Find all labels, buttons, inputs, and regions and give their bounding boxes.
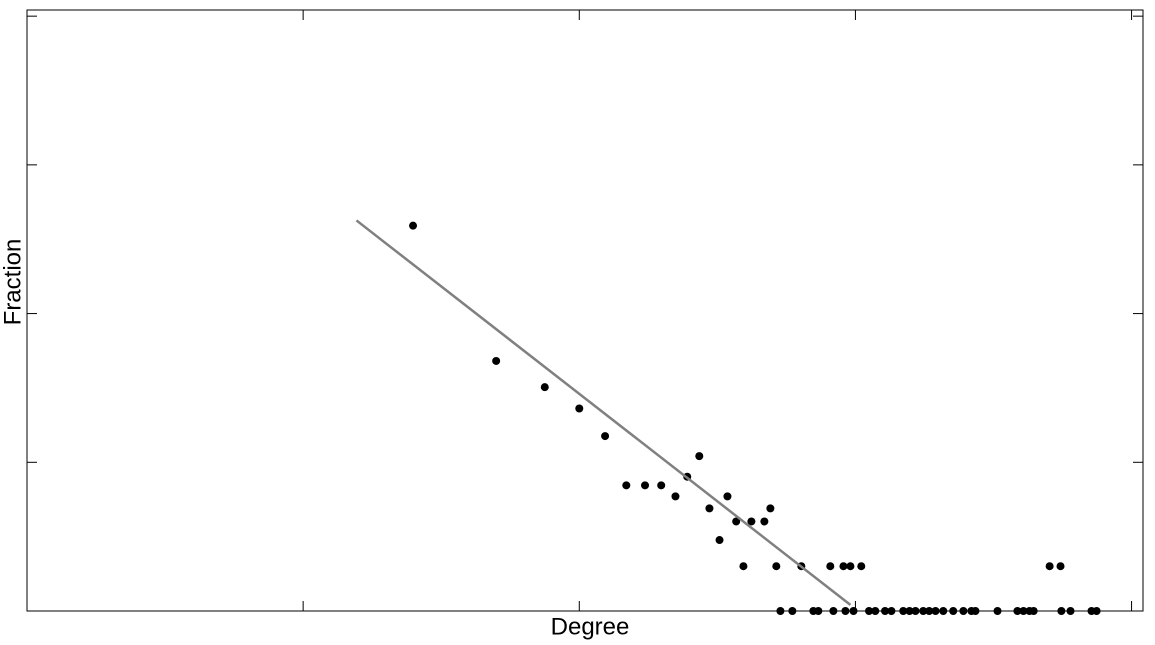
data-point [1057,607,1066,615]
data-point [1056,562,1065,571]
data-point [993,607,1002,615]
data-point [1029,607,1038,615]
data-point [695,452,704,461]
data-point [622,481,631,490]
data-point [776,607,785,615]
y-axis-title: Fraction [0,239,26,326]
data-point [760,517,769,526]
data-point [905,607,914,615]
data-point [899,607,908,615]
data-point [715,536,724,545]
data-point [865,607,874,615]
data-point [959,607,968,615]
data-point [540,383,549,392]
data-point [575,404,584,413]
data-point [925,607,934,615]
data-point [887,607,896,615]
fit-line [355,219,852,606]
data-point [747,517,756,526]
data-point [839,562,848,571]
data-point [766,504,775,513]
data-point [857,562,866,571]
data-point [705,504,714,513]
data-point [971,607,980,615]
data-point [772,562,781,571]
x-axis-title: Degree [551,613,630,640]
data-point [871,607,880,615]
data-point [829,607,838,615]
data-point [1092,607,1101,615]
data-point [723,492,732,501]
data-point [657,481,666,490]
data-point [739,562,748,571]
data-point [1013,607,1022,615]
data-point [846,562,855,571]
data-point [641,481,650,490]
data-point [1045,562,1054,571]
data-point [939,607,948,615]
data-point [732,517,741,526]
data-point [1019,607,1028,615]
data-point [671,492,680,501]
data-point [409,221,418,230]
data-point [919,607,928,615]
plot-frame [26,9,1144,612]
data-point [492,356,501,365]
data-point [826,562,835,571]
data-point [911,607,920,615]
data-point [849,607,858,615]
data-point [601,432,610,441]
data-point [881,607,890,615]
data-point [841,607,850,615]
data-point [814,607,823,615]
data-point [1066,607,1075,615]
data-point [949,607,958,615]
data-point [788,607,797,615]
data-point [931,607,940,615]
